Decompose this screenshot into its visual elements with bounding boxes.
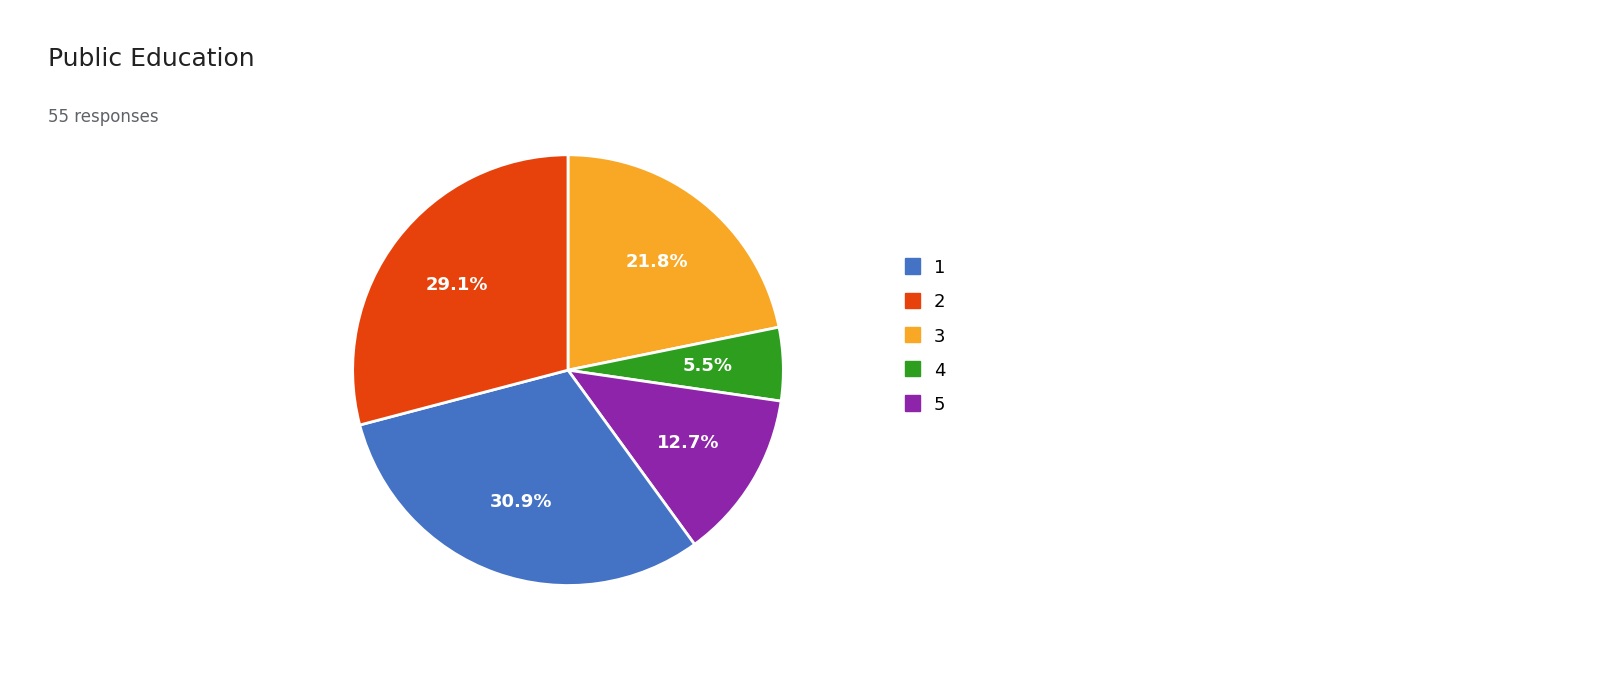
Text: Public Education: Public Education [48, 47, 254, 71]
Wedge shape [568, 370, 781, 544]
Wedge shape [568, 327, 784, 401]
Text: 55 responses: 55 responses [48, 108, 158, 126]
Wedge shape [352, 155, 568, 425]
Text: 21.8%: 21.8% [626, 253, 688, 271]
Text: 29.1%: 29.1% [426, 276, 488, 293]
Text: 12.7%: 12.7% [656, 433, 718, 452]
Text: 5.5%: 5.5% [683, 357, 733, 375]
Text: 30.9%: 30.9% [490, 493, 552, 511]
Wedge shape [360, 370, 694, 586]
Wedge shape [568, 155, 779, 370]
Legend: 1, 2, 3, 4, 5: 1, 2, 3, 4, 5 [906, 259, 946, 414]
